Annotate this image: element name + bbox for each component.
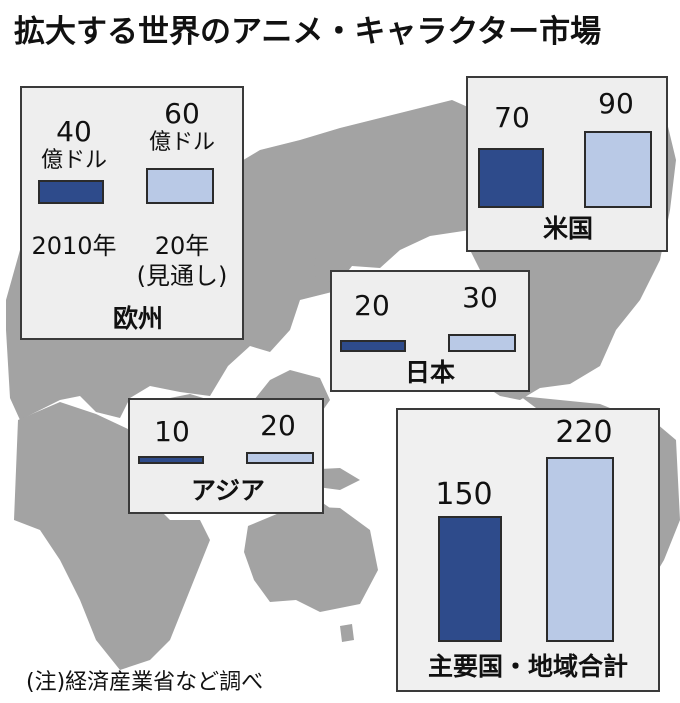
region-label-japan: 日本 [404,358,455,387]
region-box-total: 150 220 主要国・地域合計 [396,408,660,692]
bar-japan-2020 [448,334,516,352]
unit-label: 億ドル [40,148,107,173]
region-label-usa: 米国 [542,214,593,243]
region-box-usa: 70 90 米国 [466,76,668,252]
unit-label: 億ドル [148,130,215,155]
year-label-2010: 2010年 [31,232,117,260]
region-label-europe: 欧州 [112,304,163,333]
data-label-2010: 10 [154,415,190,448]
data-label-2020: 30 [462,281,498,314]
data-label-2020: 60 [164,97,200,130]
region-label-asia: アジア [190,476,265,505]
bar-usa-2010 [478,148,544,208]
data-label-2020: 90 [598,87,634,120]
region-box-europe: 40 億ドル 60 億ドル 2010年 20年 (見通し) 欧州 [20,86,244,340]
data-label-2020: 20 [260,409,296,442]
bar-asia-2010 [138,456,204,464]
data-label-2010: 70 [494,101,530,134]
data-label-2010: 150 [435,477,493,512]
bar-japan-2010 [340,340,406,352]
bar-asia-2020 [246,452,314,464]
bar-usa-2020 [584,131,652,208]
data-label-2010: 20 [354,289,390,322]
region-box-japan: 20 30 日本 [330,270,530,392]
data-label-2020: 220 [555,415,613,450]
bar-total-2020 [546,457,614,642]
bar-europe-2020 [146,168,214,204]
bar-europe-2010 [38,180,104,204]
region-box-asia: 10 20 アジア [128,398,324,514]
data-label-2010: 40 [56,115,92,148]
source-note: (注)経済産業省など調べ [26,670,264,695]
bar-total-2010 [438,516,502,642]
region-label-total: 主要国・地域合計 [427,652,628,681]
page-title: 拡大する世界のアニメ・キャラクター市場 [14,14,602,50]
year-label-2020-note: (見通し) [136,262,228,290]
year-label-2020: 20年 [154,232,210,260]
